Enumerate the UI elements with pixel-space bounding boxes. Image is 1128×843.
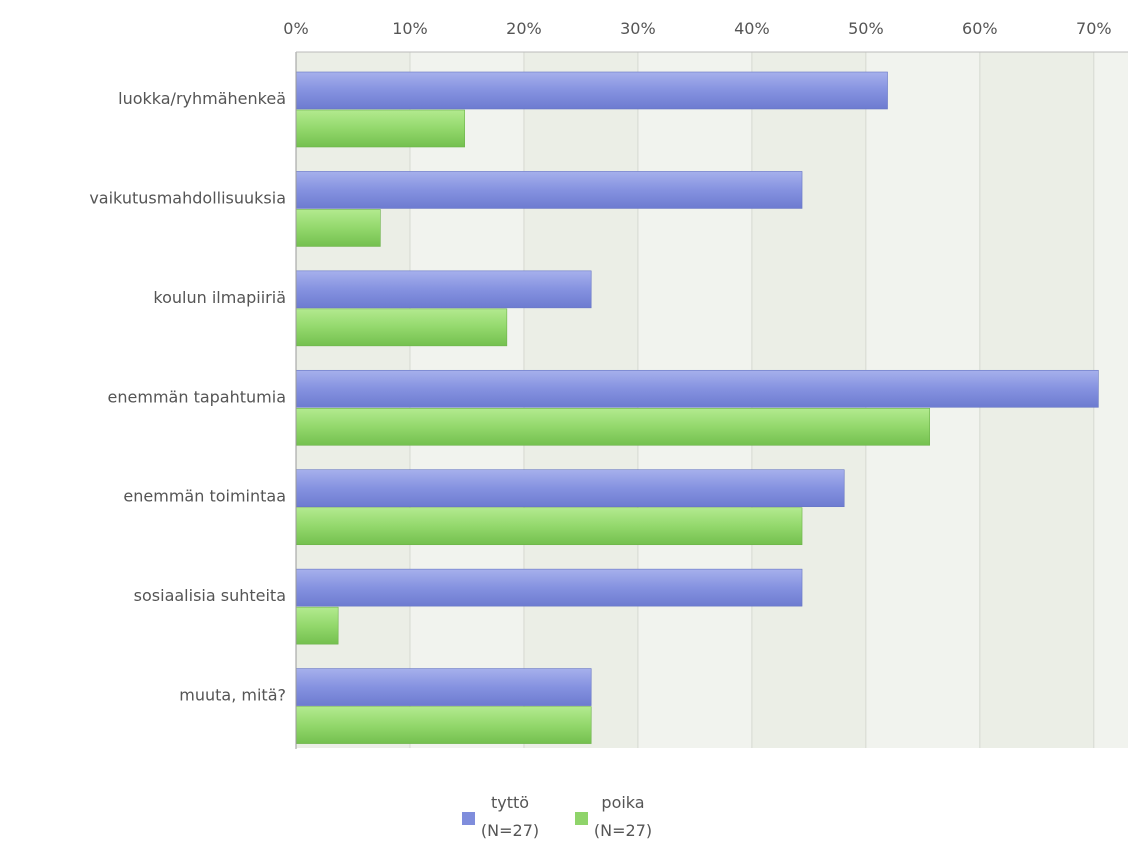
x-tick-label: 70% [1076, 19, 1112, 38]
category-label: koulun ilmapiiriä [153, 288, 286, 307]
axes [295, 51, 1128, 749]
bar-poika [295, 606, 339, 645]
x-tick-labels: 0% 10% 20% 30% 40% 50% 60% 70% [283, 19, 1111, 38]
bar-tytto [295, 469, 845, 508]
bar-poika [295, 209, 381, 247]
category-label: sosiaalisia suhteita [134, 586, 286, 605]
legend-swatch [575, 812, 588, 825]
bar-poika [295, 706, 592, 744]
x-tick-label: 40% [734, 19, 770, 38]
bar-poika [295, 507, 803, 546]
bar-tytto [295, 668, 592, 706]
category-label: luokka/ryhmähenkeä [118, 89, 286, 108]
bar-tytto [295, 568, 803, 607]
bar-tytto [295, 71, 888, 110]
bar-tytto [295, 369, 1099, 408]
legend-label: poika [601, 793, 644, 812]
legend-label: tyttö [491, 793, 529, 812]
legend: tyttö (N=27) poika (N=27) [462, 793, 652, 840]
x-tick-label: 50% [848, 19, 884, 38]
category-labels: luokka/ryhmähenkeä vaikutusmahdollisuuksi… [89, 89, 286, 705]
bar-poika [295, 407, 930, 446]
x-tick-label: 20% [506, 19, 542, 38]
bar-poika [295, 308, 508, 347]
bars-group [295, 71, 1099, 744]
x-tick-label: 60% [962, 19, 998, 38]
category-label: muuta, mitä? [179, 686, 286, 705]
legend-swatch [462, 812, 475, 825]
x-tick-label: 0% [283, 19, 308, 38]
bar-tytto [295, 270, 592, 309]
category-label: vaikutusmahdollisuuksia [89, 188, 286, 207]
plot-band [1093, 52, 1128, 748]
category-label: enemmän toimintaa [123, 487, 286, 506]
category-label: enemmän tapahtumia [108, 387, 286, 406]
bar-poika [295, 109, 465, 148]
legend-sublabel: (N=27) [594, 821, 652, 840]
x-tick-label: 10% [392, 19, 428, 38]
x-tick-label: 30% [620, 19, 656, 38]
legend-sublabel: (N=27) [481, 821, 539, 840]
bar-tytto [295, 171, 803, 209]
